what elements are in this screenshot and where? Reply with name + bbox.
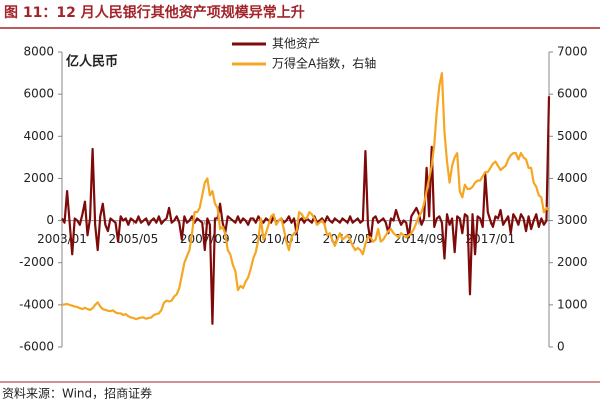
y2-tick-label: 7000: [557, 45, 588, 59]
y2-tick-label: 2000: [557, 255, 588, 269]
x-tick-label: 2005/05: [108, 232, 158, 246]
y2-tick-label: 5000: [557, 129, 588, 143]
y-tick-label: 8000: [23, 45, 54, 59]
y-tick-label: 6000: [23, 87, 54, 101]
x-tick-label: 2017/01: [465, 232, 515, 246]
unit-annotation: 亿人民币: [66, 54, 118, 70]
y-tick-label: 0: [46, 213, 54, 227]
source-note: 资料来源：Wind，招商证券: [2, 386, 152, 401]
x-tick-label: 2014/09: [394, 232, 444, 246]
y-tick-label: -6000: [19, 340, 54, 354]
y2-tick-label: 3000: [557, 213, 588, 227]
y-tick-label: -4000: [19, 297, 54, 311]
y2-tick-label: 1000: [557, 297, 588, 311]
y-tick-label: 4000: [23, 129, 54, 143]
x-tick-label: 2003/01: [37, 232, 87, 246]
y2-tick-label: 6000: [557, 87, 588, 101]
series-line: [61, 96, 551, 325]
legend-label: 其他资产: [272, 37, 320, 51]
series-line: [61, 71, 550, 321]
y2-tick-label: 0: [557, 340, 565, 354]
y-tick-label: 2000: [23, 171, 54, 185]
y-tick-label: -2000: [19, 255, 54, 269]
y2-tick-label: 4000: [557, 171, 588, 185]
legend-label: 万得全A指数，右轴: [272, 56, 376, 71]
chart-title: 图 11：12 月人民银行其他资产项规模异常上升: [4, 4, 305, 21]
